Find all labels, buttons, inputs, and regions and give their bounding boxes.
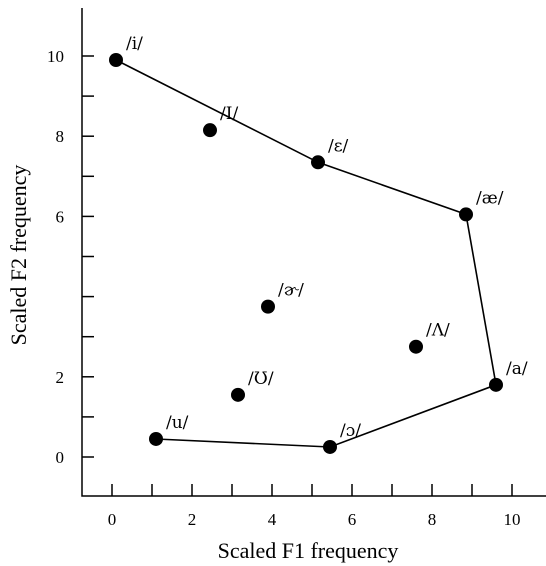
- data-points: [109, 53, 503, 454]
- y-axis-label: Scaled F2 frequency: [6, 165, 31, 346]
- vowel-point: [149, 431, 163, 446]
- x-tick-label: 6: [348, 510, 357, 529]
- vowel-point: [109, 53, 123, 68]
- y-tick-label: 2: [56, 368, 65, 387]
- x-axis-label: Scaled F1 frequency: [218, 538, 399, 563]
- vowel-point: [203, 123, 217, 138]
- vowel-point: [231, 387, 245, 402]
- ticks: [82, 55, 513, 496]
- vowel-point: [409, 339, 423, 354]
- vowel-label: /Λ/: [426, 321, 450, 341]
- vowel-point: [489, 377, 503, 392]
- vowel-label: /u/: [166, 413, 189, 433]
- x-tick-label: 4: [268, 510, 277, 529]
- x-tick-label: 2: [188, 510, 197, 529]
- y-tick-label: 10: [47, 47, 64, 66]
- vowel-label: /ɛ/: [328, 136, 349, 156]
- vowel-label: /I/: [220, 104, 238, 124]
- vowel-label: /Ʊ/: [248, 369, 274, 389]
- tick-labels: 0 2 4 6 8 10 0 2 6 8 10: [47, 47, 521, 529]
- x-tick-label: 8: [428, 510, 437, 529]
- point-labels: /i/ /I/ /ɛ/ /æ/ /ɚ/ /Λ/ /a/ /Ʊ/ /u/ /ɔ/: [126, 34, 528, 441]
- x-tick-label: 0: [108, 510, 117, 529]
- vowel-point: [261, 299, 275, 314]
- x-tick-label: 10: [504, 510, 521, 529]
- y-tick-label: 0: [56, 448, 65, 467]
- vowel-point: [459, 207, 473, 222]
- vowel-label: /æ/: [476, 188, 504, 208]
- vowel-label: /ɚ/: [278, 281, 304, 301]
- y-tick-label: 6: [56, 207, 65, 226]
- vowel-boundary-line: [115, 59, 497, 448]
- y-tick-label: 8: [56, 127, 65, 146]
- vowel-point: [323, 439, 337, 454]
- vowel-point: [311, 155, 325, 170]
- vowel-label: /ɔ/: [340, 421, 361, 441]
- plot-frame: [81, 8, 546, 497]
- vowel-label: /a/: [506, 359, 528, 379]
- vowel-label: /i/: [126, 34, 143, 54]
